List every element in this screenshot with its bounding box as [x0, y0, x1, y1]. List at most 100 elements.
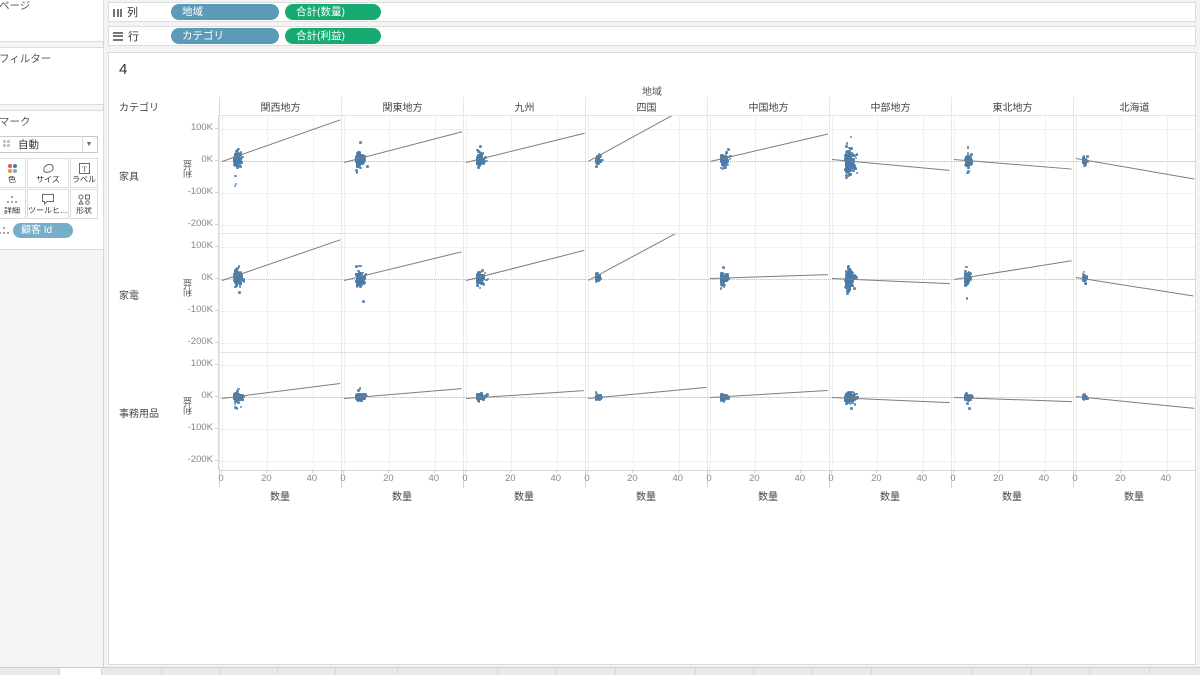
scatter-panel[interactable] — [951, 233, 1073, 352]
gridline-vertical — [999, 234, 1001, 352]
pages-shelf[interactable]: ページ — [0, 0, 104, 42]
marks-tooltip-button[interactable]: ツールヒ… — [27, 189, 69, 219]
scatter-point — [233, 153, 237, 156]
visualization-canvas[interactable]: 4 地域 カテゴリ 関西地方 関東地方 九州 四国 中国地方 中部地方 東北地方 北海道 家具… — [108, 52, 1196, 665]
scatter-panel[interactable] — [829, 351, 951, 470]
rows-shelf[interactable]: 行 カテゴリ 合計(利益) — [108, 26, 1196, 46]
column-header-中国地方[interactable]: 中国地方 — [707, 97, 829, 115]
row-header-家具[interactable]: 家具 — [119, 172, 139, 184]
scatter-panel[interactable] — [463, 115, 585, 234]
taskbar-item[interactable] — [278, 668, 336, 675]
scatter-panel[interactable] — [341, 351, 463, 470]
scatter-panel[interactable] — [951, 115, 1073, 234]
marks-pill-customer-id[interactable]: 顧客 Id — [13, 223, 73, 238]
trend-line[interactable] — [344, 131, 463, 164]
scatter-point — [844, 285, 847, 289]
trend-line[interactable] — [222, 239, 341, 281]
taskbar-item[interactable] — [220, 668, 278, 675]
trend-line[interactable] — [1075, 277, 1194, 297]
taskbar-item[interactable] — [60, 668, 102, 675]
scatter-panel[interactable] — [829, 115, 951, 234]
scatter-panel[interactable] — [585, 115, 707, 234]
pill-rows-sum-profit[interactable]: 合計(利益) — [285, 28, 381, 44]
mark-type-dropdown[interactable]: 自動 ▼ — [0, 136, 98, 153]
trend-line[interactable] — [588, 116, 707, 163]
scatter-panel[interactable] — [585, 351, 707, 470]
rows-icon — [113, 31, 123, 41]
scatter-panel[interactable] — [463, 351, 585, 470]
columns-shelf[interactable]: 列 地域 合計(数量) — [108, 2, 1196, 22]
gridline-vertical — [434, 234, 436, 352]
taskbar-item[interactable] — [1090, 668, 1150, 675]
gridline-horizontal — [1074, 128, 1195, 130]
pages-shelf-body[interactable] — [0, 16, 103, 38]
taskbar-item[interactable] — [872, 668, 972, 675]
scatter-panel[interactable] — [1073, 233, 1195, 352]
column-header-四国[interactable]: 四国 — [585, 97, 707, 115]
marks-shape-button[interactable]: 形状 — [70, 189, 98, 219]
scatter-point — [233, 184, 237, 188]
taskbar-item[interactable] — [754, 668, 812, 675]
scatter-panel[interactable] — [219, 351, 341, 470]
pill-rows-category[interactable]: カテゴリ — [171, 28, 279, 44]
trend-line[interactable] — [466, 249, 585, 281]
scatter-panel[interactable] — [341, 233, 463, 352]
scatter-panel[interactable] — [463, 233, 585, 352]
column-header-九州[interactable]: 九州 — [463, 97, 585, 115]
marks-size-button[interactable]: サイズ — [27, 158, 69, 188]
column-header-中部地方[interactable]: 中部地方 — [829, 97, 951, 115]
scatter-point — [721, 167, 725, 171]
taskbar-item[interactable] — [556, 668, 616, 675]
pill-columns-sum-quantity[interactable]: 合計(数量) — [285, 4, 381, 20]
scatter-panel[interactable] — [829, 233, 951, 352]
taskbar-item[interactable] — [336, 668, 398, 675]
scatter-point — [233, 163, 236, 166]
trend-line[interactable] — [222, 382, 341, 399]
column-header-関東地方[interactable]: 関東地方 — [341, 97, 463, 115]
column-header-東北地方[interactable]: 東北地方 — [951, 97, 1073, 115]
taskbar-item[interactable] — [972, 668, 1032, 675]
scatter-panel[interactable] — [951, 351, 1073, 470]
taskbar-item[interactable] — [696, 668, 754, 675]
pill-columns-region[interactable]: 地域 — [171, 4, 279, 20]
row-header-事務用品[interactable]: 事務用品 — [119, 408, 159, 420]
gridline-horizontal — [1074, 192, 1195, 194]
chevron-down-icon[interactable]: ▼ — [82, 137, 95, 152]
taskbar-item[interactable] — [498, 668, 556, 675]
scatter-panel[interactable] — [341, 115, 463, 234]
shelf-area: 列 地域 合計(数量) 行 カテゴリ 合計(利益) — [104, 0, 1200, 49]
column-header-北海道[interactable]: 北海道 — [1073, 97, 1195, 115]
row-header-家電[interactable]: 家電 — [119, 290, 139, 302]
marks-label-button[interactable]: T ラベル — [70, 158, 98, 188]
scatter-point — [851, 163, 855, 166]
taskbar-item[interactable] — [1032, 668, 1090, 675]
scatter-panel[interactable] — [219, 233, 341, 352]
scatter-point — [968, 277, 972, 280]
scatter-point — [476, 277, 480, 281]
filters-shelf[interactable]: フィルター — [0, 47, 104, 105]
gridline-vertical — [1166, 234, 1168, 352]
scatter-point — [359, 166, 362, 170]
taskbar-item[interactable] — [812, 668, 872, 675]
marks-color-button[interactable]: 色 — [0, 158, 26, 188]
taskbar-item[interactable] — [616, 668, 696, 675]
scatter-panel[interactable] — [707, 115, 829, 234]
trend-line[interactable] — [466, 132, 585, 163]
taskbar-item[interactable] — [162, 668, 220, 675]
scatter-panel[interactable] — [585, 233, 707, 352]
scatter-panel[interactable] — [707, 233, 829, 352]
scatter-panel[interactable] — [1073, 351, 1195, 470]
scatter-panel-grid[interactable] — [219, 115, 1195, 470]
scatter-panel[interactable] — [1073, 115, 1195, 234]
x-tick-label: 20 — [261, 473, 272, 484]
scatter-panel[interactable] — [707, 351, 829, 470]
filters-shelf-body[interactable] — [0, 69, 103, 91]
taskbar-item[interactable] — [0, 668, 60, 675]
taskbar-item[interactable] — [398, 668, 498, 675]
scatter-point — [596, 161, 599, 165]
trend-line[interactable] — [588, 234, 707, 281]
marks-detail-button[interactable]: 詳細 — [0, 189, 26, 219]
taskbar-item[interactable] — [102, 668, 162, 675]
scatter-panel[interactable] — [219, 115, 341, 234]
column-header-関西地方[interactable]: 関西地方 — [219, 97, 341, 115]
